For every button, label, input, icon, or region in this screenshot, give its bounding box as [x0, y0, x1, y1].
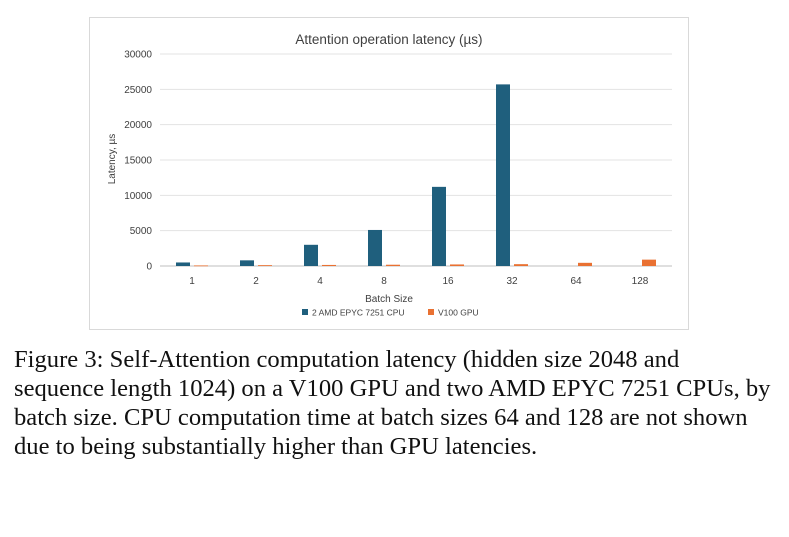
bar-cpu-1 [176, 262, 190, 266]
axes: 0 5000 10000 15000 20000 25000 30000 1 2 4 8 16 32 64… [124, 50, 649, 288]
x-tick-label: 1 [189, 276, 195, 287]
y-tick-label: 20000 [124, 120, 152, 131]
bar-gpu-4 [322, 264, 336, 266]
figure-caption: Figure 3: Self-Attention computation lat… [14, 346, 771, 460]
x-tick-label: 2 [253, 276, 259, 287]
chart-container: 0 5000 10000 15000 20000 25000 30000 1 2 4 8 16 32 64… [89, 17, 689, 330]
y-tick-label: 15000 [124, 156, 152, 167]
x-tick-label: 128 [632, 276, 649, 287]
legend: 2 AMD EPYC 7251 CPU V100 GPU [302, 308, 479, 318]
x-tick-label: 8 [381, 276, 387, 287]
legend-label-cpu: 2 AMD EPYC 7251 CPU [312, 308, 405, 318]
y-tick-label: 30000 [124, 50, 152, 61]
x-tick-label: 4 [317, 276, 323, 287]
y-tick-label: 5000 [130, 226, 153, 237]
legend-label-gpu: V100 GPU [438, 308, 479, 318]
grid-lines [160, 53, 672, 267]
bar-gpu-128 [642, 259, 656, 266]
x-tick-label: 64 [570, 276, 582, 287]
x-axis-label: Batch Size [365, 294, 413, 305]
x-tick-label: 16 [442, 276, 454, 287]
legend-swatch-cpu [302, 309, 308, 315]
y-tick-label: 0 [146, 262, 152, 273]
bar-gpu-32 [514, 264, 528, 266]
y-tick-label: 10000 [124, 191, 152, 202]
bars [176, 84, 656, 267]
bar-gpu-1 [194, 265, 208, 267]
bar-gpu-8 [386, 264, 400, 266]
bar-gpu-64 [578, 262, 592, 266]
legend-swatch-gpu [428, 309, 434, 315]
y-tick-label: 25000 [124, 85, 152, 96]
bar-cpu-16 [432, 186, 446, 266]
chart-title: Attention operation latency (µs) [295, 32, 482, 47]
bar-cpu-4 [304, 244, 318, 266]
y-axis-label: Latency, µs [107, 134, 118, 185]
x-tick-label: 32 [506, 276, 518, 287]
bar-gpu-16 [450, 264, 464, 266]
bar-gpu-2 [258, 265, 272, 266]
bar-cpu-8 [368, 229, 382, 266]
latency-bar-chart: 0 5000 10000 15000 20000 25000 30000 1 2 4 8 16 32 64… [107, 32, 672, 318]
bar-cpu-2 [240, 260, 254, 266]
bar-cpu-32 [496, 84, 510, 267]
